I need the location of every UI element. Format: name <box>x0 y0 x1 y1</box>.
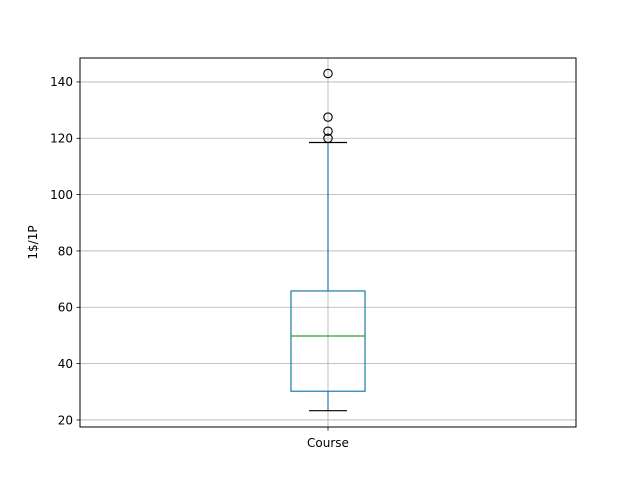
y-tick-label: 40 <box>58 357 73 371</box>
box-layer <box>290 68 366 412</box>
iqr-box <box>290 290 366 392</box>
outlier-point <box>323 112 333 122</box>
y-tick-label: 80 <box>58 244 73 258</box>
outlier-point <box>323 68 333 79</box>
outlier-point <box>323 126 333 136</box>
y-tick-label: 100 <box>50 188 73 202</box>
y-tick-label: 120 <box>50 132 73 146</box>
y-axis-label: 1$/1P <box>26 225 40 259</box>
y-tick-label: 60 <box>58 301 73 315</box>
outlier-point <box>323 133 333 144</box>
axis-layer: 20 40 60 80 100 120 140 Course <box>50 75 349 450</box>
y-tick-label: 20 <box>58 413 73 427</box>
y-tick-label: 140 <box>50 75 73 89</box>
x-tick-label: Course <box>307 436 349 450</box>
